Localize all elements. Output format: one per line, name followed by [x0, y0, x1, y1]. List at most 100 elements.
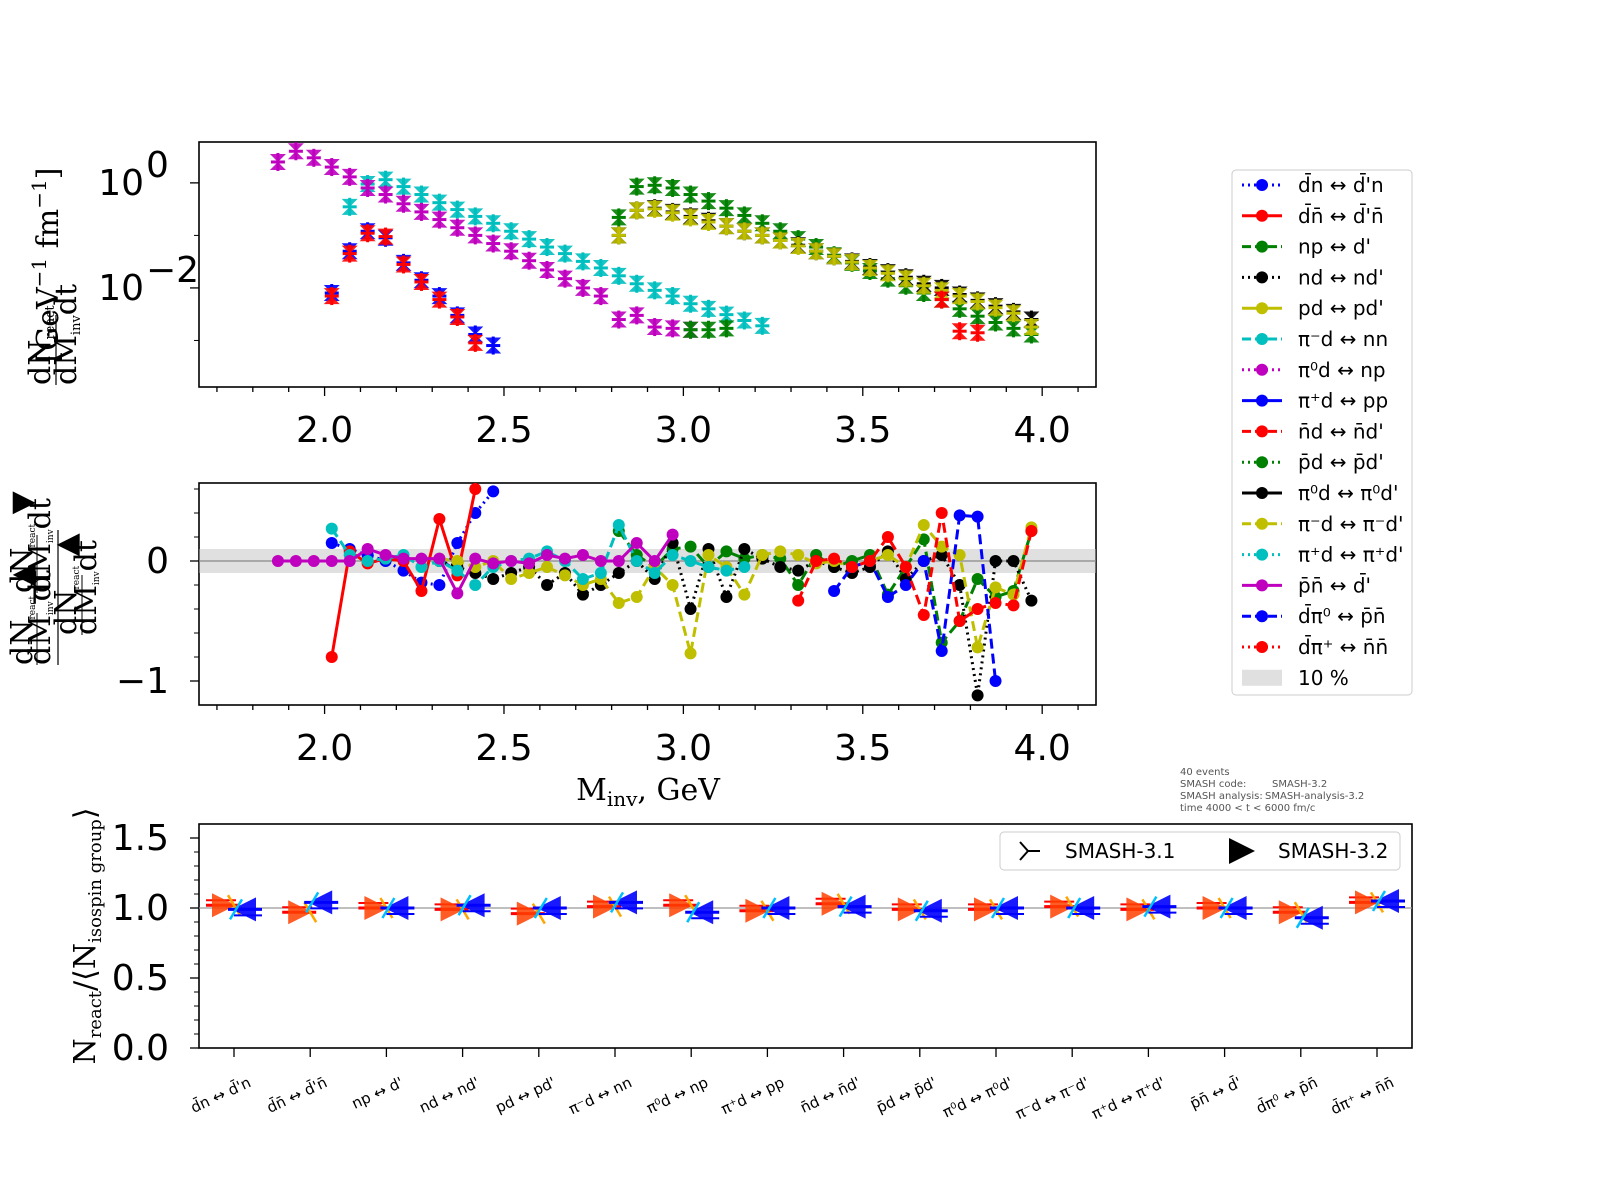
smash32-point-3 — [456, 893, 491, 918]
ratio-point-6-14 — [523, 557, 536, 570]
ratio-point-8-9 — [953, 615, 966, 627]
top-ytick-exp: −2 — [146, 250, 199, 291]
legend-items: d̄n ↔ d̄'n d̄n̄ ↔ d̄'n̄ np ↔ d' nd ↔ nd' pd … — [1242, 172, 1404, 690]
ratio-point-8-3 — [846, 561, 859, 573]
top-xtick-label: 2.5 — [475, 410, 532, 451]
category-label-3: nd ↔ nd' — [416, 1073, 482, 1116]
ratio-point-0-7 — [451, 537, 464, 549]
ratio-point-6-22 — [666, 528, 679, 541]
top-point-s6-8 — [413, 202, 430, 221]
category-label-5: π⁻d ↔ nn — [566, 1073, 635, 1118]
ratio-point-6-16 — [558, 552, 571, 565]
ratio-point-4-28 — [935, 540, 948, 553]
ratio-point-6-6 — [379, 549, 392, 561]
smash32-point-11 — [1066, 896, 1101, 920]
ratio-point-3-31 — [989, 555, 1002, 567]
top-point-s5-9 — [503, 222, 520, 241]
legend-label-4: pd ↔ pd' — [1298, 296, 1384, 320]
ratio-point-6-20 — [630, 537, 643, 549]
ratio-point-5-8 — [469, 579, 482, 591]
legend-band-swatch — [1242, 669, 1282, 686]
ratio-point-6-2 — [307, 555, 320, 567]
ratio-point-7-4 — [899, 579, 912, 591]
ratio-point-3-30 — [971, 689, 984, 702]
svg-text:dMinvdt: dMinvdt — [23, 498, 58, 593]
ratio-point-3-19 — [774, 561, 787, 573]
smash32-point-15 — [1371, 889, 1405, 913]
ratio-point-4-6 — [541, 561, 554, 573]
top-point-s5-18 — [664, 287, 681, 306]
ratio-point-6-4 — [343, 555, 356, 567]
ratio-point-4-10 — [612, 597, 625, 609]
top-point-s8-2 — [969, 323, 986, 342]
ratio-point-2-20 — [971, 573, 984, 585]
legend-label-0: d̄n ↔ d̄'n — [1298, 172, 1384, 197]
top-point-s6-3 — [323, 158, 340, 177]
top-point-s5-17 — [646, 281, 663, 300]
ratio-point-3-6 — [541, 579, 554, 591]
ratio-point-5-2 — [361, 555, 374, 567]
top-point-s6-21 — [646, 318, 663, 337]
ratio-point-5-21 — [702, 561, 715, 573]
legend-marker-1 — [1256, 209, 1268, 222]
ratio-point-4-18 — [756, 549, 769, 561]
legend-box — [1231, 169, 1413, 696]
legend: d̄n ↔ d̄'n d̄n̄ ↔ d̄'n̄ np ↔ d' nd ↔ nd' pd … — [1231, 169, 1413, 696]
ratio-point-7-8 — [971, 510, 984, 523]
ratio-point-6-8 — [415, 552, 428, 565]
mid-xtick-label: 2.0 — [296, 728, 353, 769]
top-point-s1-1 — [341, 244, 358, 263]
ratio-point-8-6 — [899, 561, 912, 573]
legend-marker-7 — [1256, 394, 1268, 407]
ratio-point-5-14 — [576, 573, 589, 585]
legend-label-11: π⁻d ↔ π⁻d' — [1298, 512, 1404, 536]
ratio-point-7-6 — [935, 645, 948, 657]
ratio-point-8-1 — [810, 555, 823, 567]
bottom-panel-y-ticks: 0.0 0.5 1.0 1.5 — [112, 818, 199, 1069]
top-point-s4-2 — [646, 199, 663, 218]
top-point-s6-22 — [664, 319, 681, 338]
ratio-point-3-29 — [953, 579, 966, 591]
top-point-s5-7 — [467, 207, 484, 226]
top-point-s4-0 — [610, 226, 627, 245]
legend-marker-0 — [1256, 179, 1268, 191]
top-ytick-label: 10 — [98, 163, 144, 204]
top-xtick-label: 3.0 — [655, 410, 712, 451]
middle-x-label: Minv, GeV — [576, 773, 721, 811]
smash31-point-8 — [815, 891, 851, 916]
legend-band-label: 10 % — [1298, 666, 1349, 690]
top-point-s2-5 — [700, 192, 717, 211]
ratio-point-6-1 — [289, 555, 302, 567]
ratio-point-4-7 — [558, 569, 571, 582]
top-point-s2-7 — [736, 206, 753, 225]
ratio-point-8-11 — [989, 597, 1002, 609]
mid-ytick-label: −1 — [116, 661, 169, 702]
ratio-point-3-14 — [684, 603, 697, 615]
svg-text:dMinvdt: dMinvdt — [23, 570, 58, 665]
legend-marker-15 — [1256, 641, 1268, 653]
legend-marker-4 — [1256, 302, 1268, 315]
top-point-s2-21 — [987, 313, 1004, 332]
top-point-s4-3 — [664, 203, 681, 222]
top-point-s6-5 — [359, 178, 376, 197]
top-point-s5-6 — [449, 200, 466, 219]
smash32-point-0 — [228, 897, 262, 922]
smash32-point-8 — [837, 894, 872, 919]
top-point-s2-1 — [628, 177, 645, 196]
top-point-s4-17 — [915, 276, 932, 295]
top-point-s1-0 — [323, 287, 340, 306]
top-point-s6-6 — [377, 185, 394, 204]
category-label-0: d̄n ↔ d̄'n — [188, 1073, 254, 1117]
category-label-12: π⁺d ↔ π⁺d' — [1089, 1073, 1168, 1123]
ratio-line-2 — [617, 530, 1033, 647]
ratio-point-8-13 — [1025, 525, 1038, 537]
ratio-point-6-17 — [576, 549, 589, 561]
ratio-point-5-0 — [325, 522, 338, 535]
ratio-point-6-13 — [505, 555, 518, 567]
legend-marker-3 — [1256, 271, 1268, 284]
top-point-s5-13 — [574, 252, 591, 271]
smash31-point-0 — [206, 893, 242, 918]
top-point-s4-10 — [790, 236, 807, 255]
top-point-s4-9 — [772, 231, 789, 250]
ratio-point-7-9 — [989, 675, 1002, 687]
